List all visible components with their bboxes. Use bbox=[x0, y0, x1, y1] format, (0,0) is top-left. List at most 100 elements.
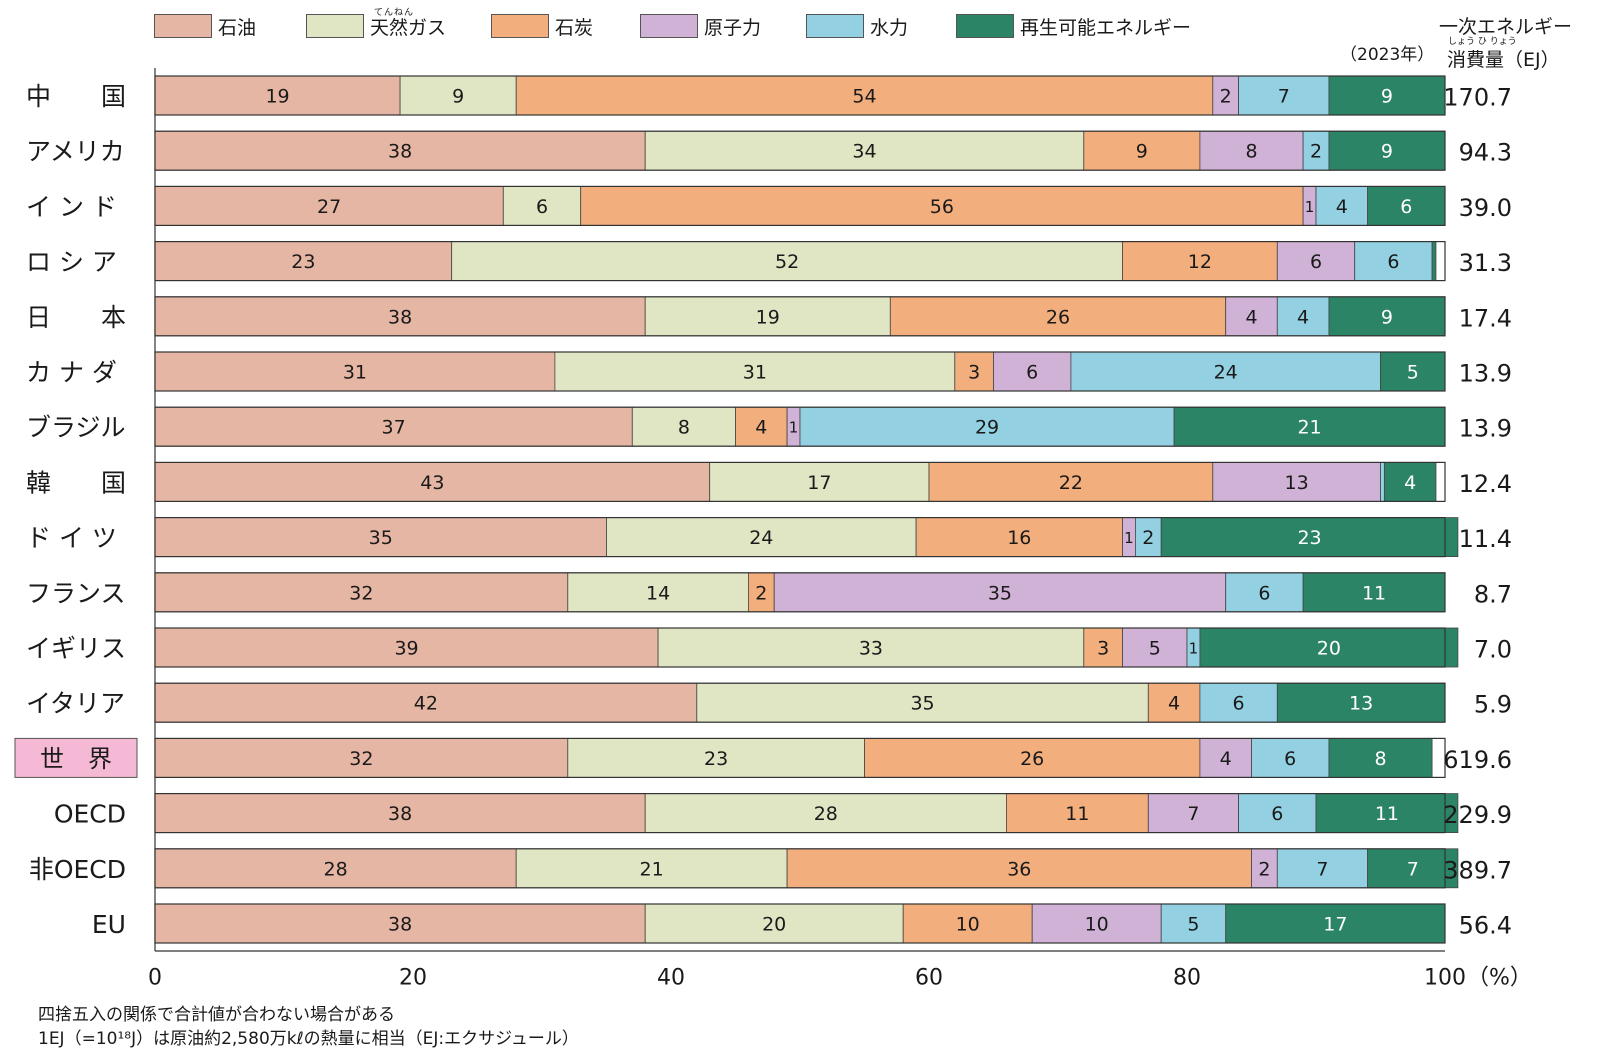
total-value-label: 619.6 bbox=[1443, 746, 1512, 774]
total-value-label: 11.4 bbox=[1459, 525, 1512, 553]
bar-segment bbox=[154, 682, 698, 723]
bar-value-label: 32 bbox=[349, 582, 373, 604]
bar-value-label: 37 bbox=[382, 417, 406, 439]
bar-segment bbox=[696, 682, 1149, 723]
bar-segment bbox=[154, 406, 633, 447]
bar-outline bbox=[154, 572, 1446, 613]
total-value-label: 229.9 bbox=[1443, 801, 1512, 829]
bar-value-label: 26 bbox=[1020, 748, 1044, 770]
legend-label: 水力 bbox=[870, 16, 909, 39]
bar-segment bbox=[154, 572, 569, 613]
bar-value-label: 34 bbox=[852, 141, 876, 163]
bar-value-label: 1 bbox=[1189, 640, 1199, 658]
legend-item: 天然ガス てんねん bbox=[306, 8, 446, 40]
x-tick-label: 80 bbox=[1173, 966, 1201, 991]
bar-value-label: 31 bbox=[743, 362, 767, 384]
total-value-label: 17.4 bbox=[1459, 304, 1512, 332]
bar-outline bbox=[154, 903, 1446, 944]
bar-value-label: 4 bbox=[1245, 306, 1257, 328]
bar-segment bbox=[567, 572, 749, 613]
bar-segment bbox=[154, 241, 453, 282]
bar-value-label: 6 bbox=[1284, 748, 1296, 770]
bar-value-label: 17 bbox=[807, 472, 831, 494]
bar-value-label: 16 bbox=[1007, 527, 1031, 549]
bar-value-label: 38 bbox=[388, 914, 412, 936]
total-value-label: 12.4 bbox=[1459, 470, 1512, 498]
bar-value-label: 1 bbox=[789, 419, 799, 437]
bar-segment bbox=[580, 185, 1304, 226]
bar-segment bbox=[709, 461, 930, 502]
bar-segment bbox=[799, 406, 1175, 447]
bar-segment bbox=[515, 848, 788, 889]
bar-value-label: 8 bbox=[678, 417, 690, 439]
bar-value-label: 9 bbox=[1381, 306, 1393, 328]
bar-segment bbox=[1367, 848, 1459, 889]
bar-outline bbox=[154, 461, 1446, 502]
total-value-label: 170.7 bbox=[1443, 84, 1512, 112]
bar-segment bbox=[154, 351, 556, 392]
bar-value-label: 19 bbox=[756, 306, 780, 328]
total-value-label: 389.7 bbox=[1443, 856, 1512, 884]
bar-outline bbox=[154, 185, 1446, 226]
bar-value-label: 39 bbox=[394, 638, 418, 660]
total-value-label: 8.7 bbox=[1474, 580, 1512, 608]
bar-value-label: 8 bbox=[1245, 141, 1257, 163]
bar-value-label: 2 bbox=[1142, 527, 1154, 549]
year-label: （2023年） bbox=[1340, 45, 1435, 65]
legend-swatch bbox=[491, 14, 549, 38]
bar-value-label: 7 bbox=[1187, 803, 1199, 825]
bar-value-label: 29 bbox=[975, 417, 999, 439]
category-label: アメリカ bbox=[26, 137, 125, 166]
bar-value-label: 6 bbox=[1271, 803, 1283, 825]
category-label: ブラジル bbox=[26, 413, 126, 442]
category-label: 世 界 bbox=[40, 745, 112, 773]
bar-value-label: 36 bbox=[1007, 858, 1031, 880]
bar-outline bbox=[154, 792, 1446, 834]
x-tick-label: 60 bbox=[915, 966, 943, 991]
bar-value-label: 5 bbox=[1187, 914, 1199, 936]
bar-value-label: 17 bbox=[1323, 914, 1347, 936]
legend-swatch bbox=[956, 14, 1014, 38]
bar-segment bbox=[928, 461, 1214, 502]
legend-label: 天然ガス てんねん bbox=[370, 8, 446, 40]
legend-label: 原子力 bbox=[704, 16, 762, 39]
bar-segment bbox=[1147, 682, 1201, 723]
bar-segment bbox=[1083, 130, 1201, 171]
bar-segment bbox=[1380, 461, 1385, 502]
bar-value-label: 2 bbox=[1310, 141, 1322, 163]
bar-value-label: 35 bbox=[988, 582, 1012, 604]
bar-segment bbox=[1135, 517, 1162, 557]
bar-value-label: 24 bbox=[1214, 362, 1238, 384]
bar-segment bbox=[1199, 627, 1459, 668]
bar-segment bbox=[606, 517, 917, 557]
bar-value-label: 13 bbox=[1349, 693, 1373, 715]
category-label: OECD bbox=[54, 800, 126, 829]
bar-segment bbox=[1276, 296, 1330, 337]
bar-value-label: 21 bbox=[640, 858, 664, 880]
bar-value-label: 4 bbox=[1336, 196, 1348, 218]
bar-value-label: 6 bbox=[1400, 196, 1412, 218]
legend-item: 再生可能エネルギー bbox=[956, 12, 1191, 40]
bar-outline bbox=[154, 241, 1446, 282]
bar-segment bbox=[1160, 903, 1227, 944]
total-value-label: 39.0 bbox=[1459, 194, 1512, 222]
category-label: 日 本 bbox=[26, 303, 126, 332]
bar-value-label: 2 bbox=[1258, 858, 1270, 880]
note-rounding: 四捨五入の関係で合計値が合わない場合がある bbox=[38, 1005, 395, 1025]
bar-segment bbox=[735, 406, 788, 447]
bar-value-label: 11 bbox=[1362, 582, 1386, 604]
bar-value-label: 4 bbox=[1404, 472, 1416, 494]
bar-value-label: 1 bbox=[1124, 529, 1134, 547]
bar-segment bbox=[154, 738, 569, 778]
category-label: カ ナ ダ bbox=[26, 358, 117, 387]
bar-segment bbox=[1328, 130, 1446, 171]
legend-swatch bbox=[640, 14, 698, 38]
bar-segment bbox=[864, 738, 1201, 778]
bar-segment bbox=[1173, 406, 1446, 447]
bar-value-label: 8 bbox=[1374, 748, 1386, 770]
bar-value-label: 38 bbox=[388, 306, 412, 328]
x-tick-label: 40 bbox=[657, 966, 685, 991]
bar-segment bbox=[644, 903, 904, 944]
bar-value-label: 54 bbox=[852, 86, 876, 108]
